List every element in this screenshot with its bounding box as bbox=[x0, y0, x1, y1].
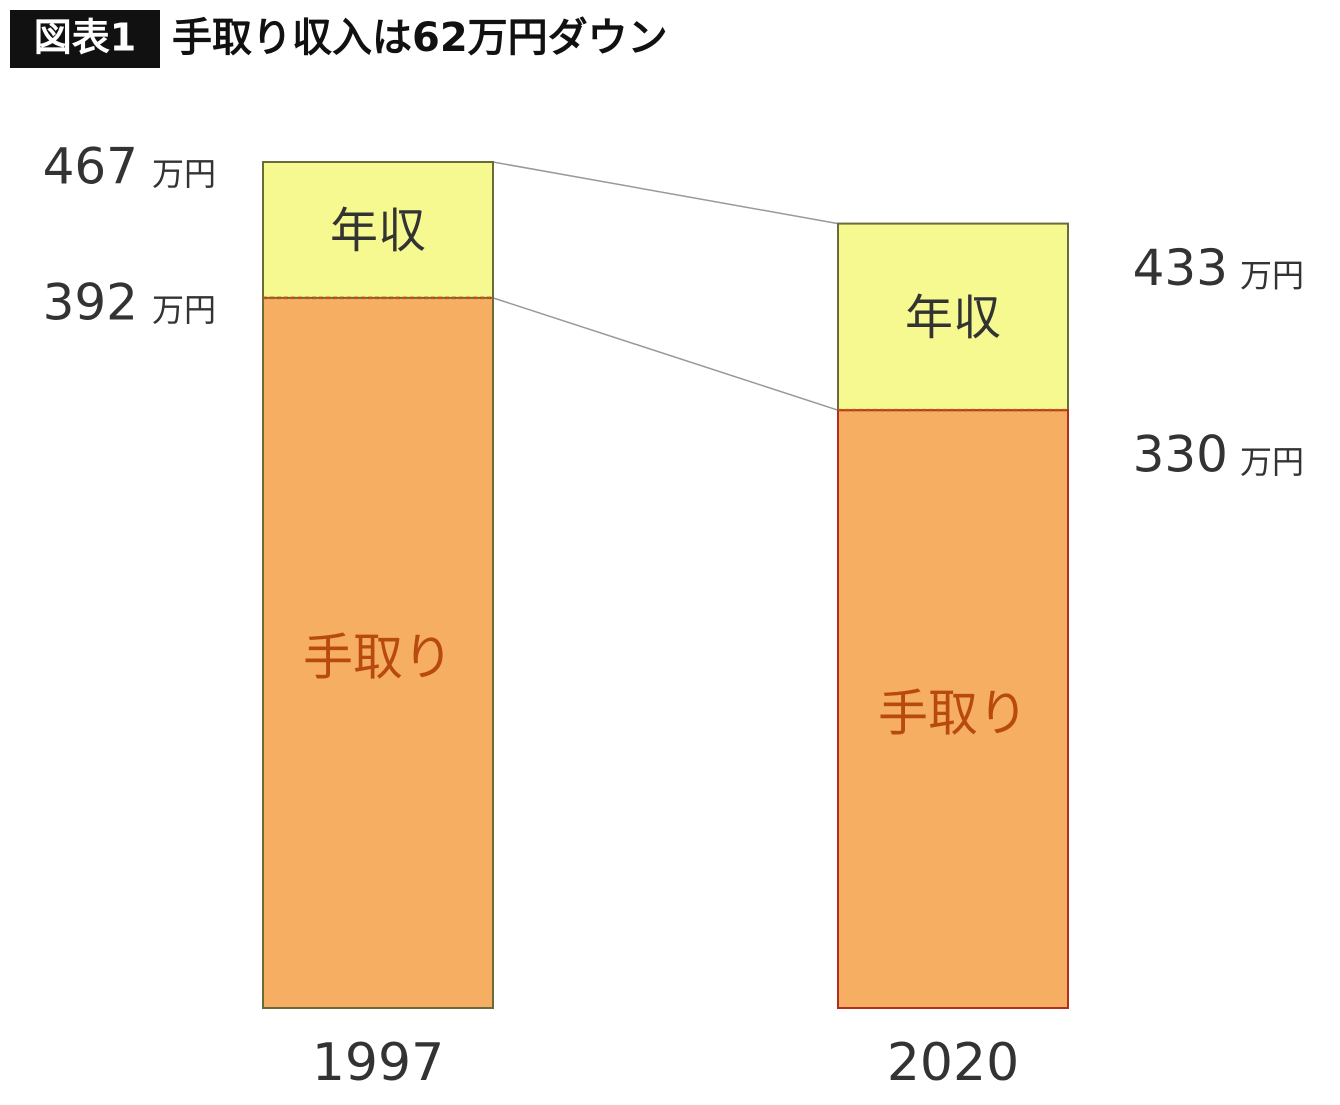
badge: 図表1 bbox=[34, 16, 136, 60]
badge-box bbox=[10, 10, 160, 68]
value-label: 330 bbox=[1133, 426, 1228, 484]
bar bbox=[837, 409, 1069, 1009]
series-label: 年収 bbox=[905, 290, 1001, 346]
x-tick-label: 1997 bbox=[312, 1033, 444, 1093]
connector bbox=[492, 161, 839, 225]
chart-title: 手取り収入は62万円ダウン bbox=[172, 15, 668, 61]
bar bbox=[262, 296, 494, 1009]
unit-label: 万円 bbox=[1240, 257, 1304, 295]
unit-label: 万円 bbox=[152, 155, 216, 193]
unit-label: 万円 bbox=[152, 291, 216, 329]
series-label: 手取り bbox=[878, 685, 1028, 743]
connector bbox=[492, 297, 839, 411]
value-label: 433 bbox=[1133, 239, 1228, 297]
value-label: 467 bbox=[43, 138, 138, 196]
series-label: 年収 bbox=[330, 203, 426, 259]
series-label: 手取り bbox=[303, 628, 453, 686]
unit-label: 万円 bbox=[1240, 443, 1304, 481]
value-label: 392 bbox=[43, 273, 138, 331]
x-tick-label: 2020 bbox=[887, 1033, 1019, 1093]
